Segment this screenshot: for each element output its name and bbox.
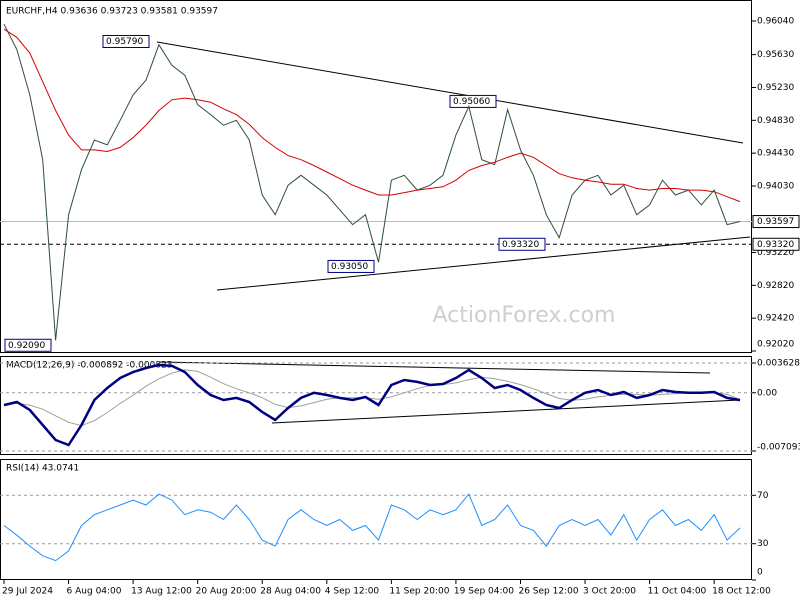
series-line (3, 493, 741, 562)
y-tick-label: 0.94430 (757, 149, 794, 159)
x-tick-label: 13 Aug 12:00 (131, 587, 192, 597)
y-tick-label: 0.94030 (757, 181, 794, 191)
y-tick-label: 0.92420 (757, 314, 794, 324)
y-tick-label: 0.93220 (757, 248, 794, 258)
y-tick-label: 0.96040 (757, 16, 794, 26)
y-tick-label: 0 (757, 568, 763, 578)
price-label: 0.93320 (757, 240, 794, 250)
x-tick-label: 6 Aug 04:00 (67, 587, 122, 597)
annotation-label: 0.93050 (331, 262, 368, 272)
x-tick-label: 28 Aug 04:00 (260, 587, 321, 597)
rsi-panel (0, 459, 752, 580)
y-tick-label: 0.00 (757, 388, 777, 398)
trend-line (159, 361, 711, 374)
y-tick-label: 30 (757, 539, 769, 549)
x-tick-label: 20 Aug 20:00 (196, 587, 257, 597)
y-tick-label: 0.003628 (757, 358, 800, 368)
series-line (3, 363, 741, 447)
trend-line (156, 41, 744, 144)
panel-title: EURCHF,H4 0.93636 0.93723 0.93581 0.9359… (6, 7, 218, 17)
y-tick-label: 0.94830 (757, 116, 794, 126)
y-tick-label: 0.95630 (757, 50, 794, 60)
series-line (3, 28, 741, 203)
annotation-label: 0.95790 (106, 37, 143, 47)
trend-line (271, 399, 741, 424)
annotation-box (102, 34, 150, 48)
y-tick-label: 0.95230 (757, 83, 794, 93)
y-tick-label: 0.92020 (757, 340, 794, 350)
annotation-label: 0.95060 (453, 97, 490, 107)
price-panel (0, 0, 752, 353)
price-label: 0.93597 (757, 217, 794, 227)
annotation-box (4, 338, 52, 352)
x-tick-label: 18 Oct 12:00 (712, 587, 771, 597)
x-tick-label: 11 Sep 20:00 (389, 587, 449, 597)
y-tick-label: 70 (757, 491, 769, 501)
y-tick-label: 0.92820 (757, 281, 794, 291)
annotation-label: 0.93320 (502, 240, 539, 250)
panel-title: RSI(14) 43.0741 (6, 464, 79, 474)
watermark: ActionForex.com (433, 303, 616, 328)
annotation-box (327, 259, 375, 273)
panel-title: MACD(12,26,9) -0.000892 -0.000823 (6, 361, 172, 371)
series-line (3, 23, 741, 341)
trend-line (216, 236, 751, 291)
x-tick-label: 4 Sep 12:00 (325, 587, 380, 597)
annotation-box (449, 94, 497, 108)
annotation-label: 0.92090 (8, 341, 45, 351)
y-tick-label: -0.007093 (757, 443, 800, 453)
x-tick-label: 3 Oct 20:00 (583, 587, 636, 597)
price-box (752, 237, 800, 251)
x-tick-label: 29 Jul 2024 (2, 587, 53, 597)
x-tick-label: 19 Sep 04:00 (454, 587, 514, 597)
price-box (752, 215, 800, 229)
x-tick-label: 26 Sep 12:00 (518, 587, 578, 597)
series-line (3, 369, 741, 427)
annotation-box (498, 237, 546, 251)
x-tick-label: 11 Oct 04:00 (648, 587, 707, 597)
